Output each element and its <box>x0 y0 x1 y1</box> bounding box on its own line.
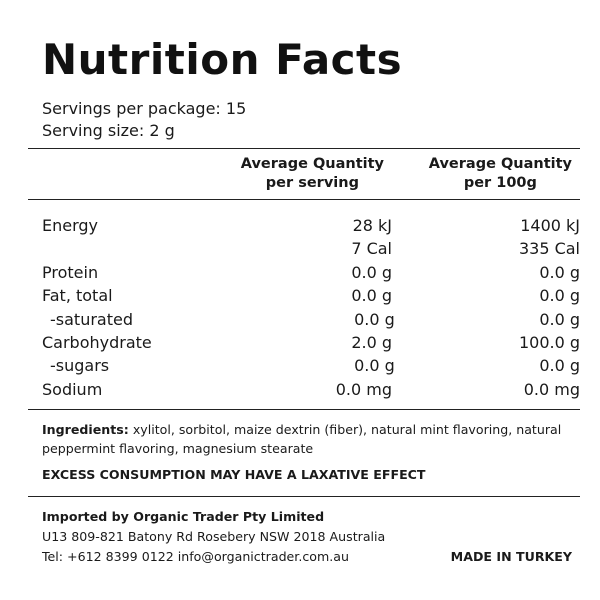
column-header-line: per 100g <box>463 175 537 191</box>
value-per-serving: 0.0 g <box>354 356 395 376</box>
table-row: Fat, total 0.0 g 0.0 g <box>28 284 580 307</box>
nutrient-name: Carbohydrate <box>42 333 152 353</box>
value-per-100g: 0.0 mg <box>523 379 580 399</box>
value-per-serving: 0.0 g <box>351 262 392 282</box>
nutrient-name: Energy <box>42 216 99 235</box>
divider-table-bottom <box>28 409 580 411</box>
column-header-line: Average Quantity <box>240 156 384 172</box>
value-per-100g: 0.0 g <box>539 286 580 306</box>
table-header: Average Quantity per serving Average Qua… <box>28 149 580 199</box>
column-header-per-100g: Average Quantity per 100g <box>384 155 572 193</box>
value-per-serving: 28 kJ <box>352 216 392 235</box>
serving-size: Serving size: 2 g <box>42 121 175 140</box>
nutrient-name: Sodium <box>42 379 103 399</box>
column-header-line: per serving <box>265 175 359 191</box>
panel-title: Nutrition Facts <box>42 35 403 84</box>
ingredients-label: Ingredients: <box>42 422 129 438</box>
table-row: -saturated 0.0 g 0.0 g <box>28 308 580 331</box>
column-header-per-serving: Average Quantity per serving <box>28 155 384 193</box>
nutrient-name: -sugars <box>50 356 110 376</box>
value-per-serving: 0.0 g <box>354 309 395 329</box>
servings-per-package: Servings per package: 15 <box>42 99 247 118</box>
nutrient-rows: Energy 28 kJ 1400 kJ 7 Cal 335 Cal Prote… <box>28 214 580 401</box>
nutrient-name <box>28 237 232 260</box>
table-row: -sugars 0.0 g 0.0 g <box>28 354 580 377</box>
table-row: Carbohydrate 2.0 g 100.0 g <box>28 331 580 354</box>
value-per-100g: 1400 kJ <box>520 216 580 235</box>
nutrient-name: Protein <box>42 262 99 282</box>
country-of-origin: MADE IN TURKEY <box>450 549 572 565</box>
nutrient-name: -saturated <box>50 309 133 329</box>
table-row: Protein 0.0 g 0.0 g <box>28 261 580 284</box>
value-per-serving: 7 Cal <box>351 239 392 259</box>
value-per-100g: 100.0 g <box>518 333 580 353</box>
value-per-100g: 0.0 g <box>539 262 580 282</box>
value-per-serving: 0.0 g <box>351 286 392 306</box>
divider-header <box>28 199 580 200</box>
column-header-line: Average Quantity <box>428 156 572 172</box>
laxative-warning: EXCESS CONSUMPTION MAY HAVE A LAXATIVE E… <box>42 467 426 483</box>
importer-contact: Tel: +612 8399 0122 info@organictrader.c… <box>42 549 349 565</box>
table-row: Sodium 0.0 mg 0.0 mg <box>28 378 580 401</box>
ingredients-block: Ingredients: xylitol, sorbitol, maize de… <box>42 420 572 458</box>
ingredients-text: xylitol, sorbitol, maize dextrin (fiber)… <box>42 422 562 457</box>
divider-top <box>28 148 580 149</box>
value-per-100g: 335 Cal <box>518 239 580 259</box>
table-row: 7 Cal 335 Cal <box>28 237 580 260</box>
nutrition-panel: Nutrition Facts Servings per package: 15… <box>28 34 580 567</box>
servings-info: Servings per package: 15 Serving size: 2… <box>42 98 580 142</box>
table-row: Energy 28 kJ 1400 kJ <box>28 214 580 237</box>
importer-name: Imported by Organic Trader Pty Limited <box>42 509 325 525</box>
divider-footer <box>28 496 580 498</box>
importer-address: U13 809-821 Batony Rd Rosebery NSW 2018 … <box>42 529 386 545</box>
value-per-100g: 0.0 g <box>539 356 580 376</box>
value-per-serving: 0.0 mg <box>335 379 392 399</box>
value-per-100g: 0.0 g <box>539 309 580 329</box>
nutrient-name: Fat, total <box>42 286 113 306</box>
importer-block: Imported by Organic Trader Pty Limited U… <box>42 507 580 567</box>
value-per-serving: 2.0 g <box>351 333 392 353</box>
